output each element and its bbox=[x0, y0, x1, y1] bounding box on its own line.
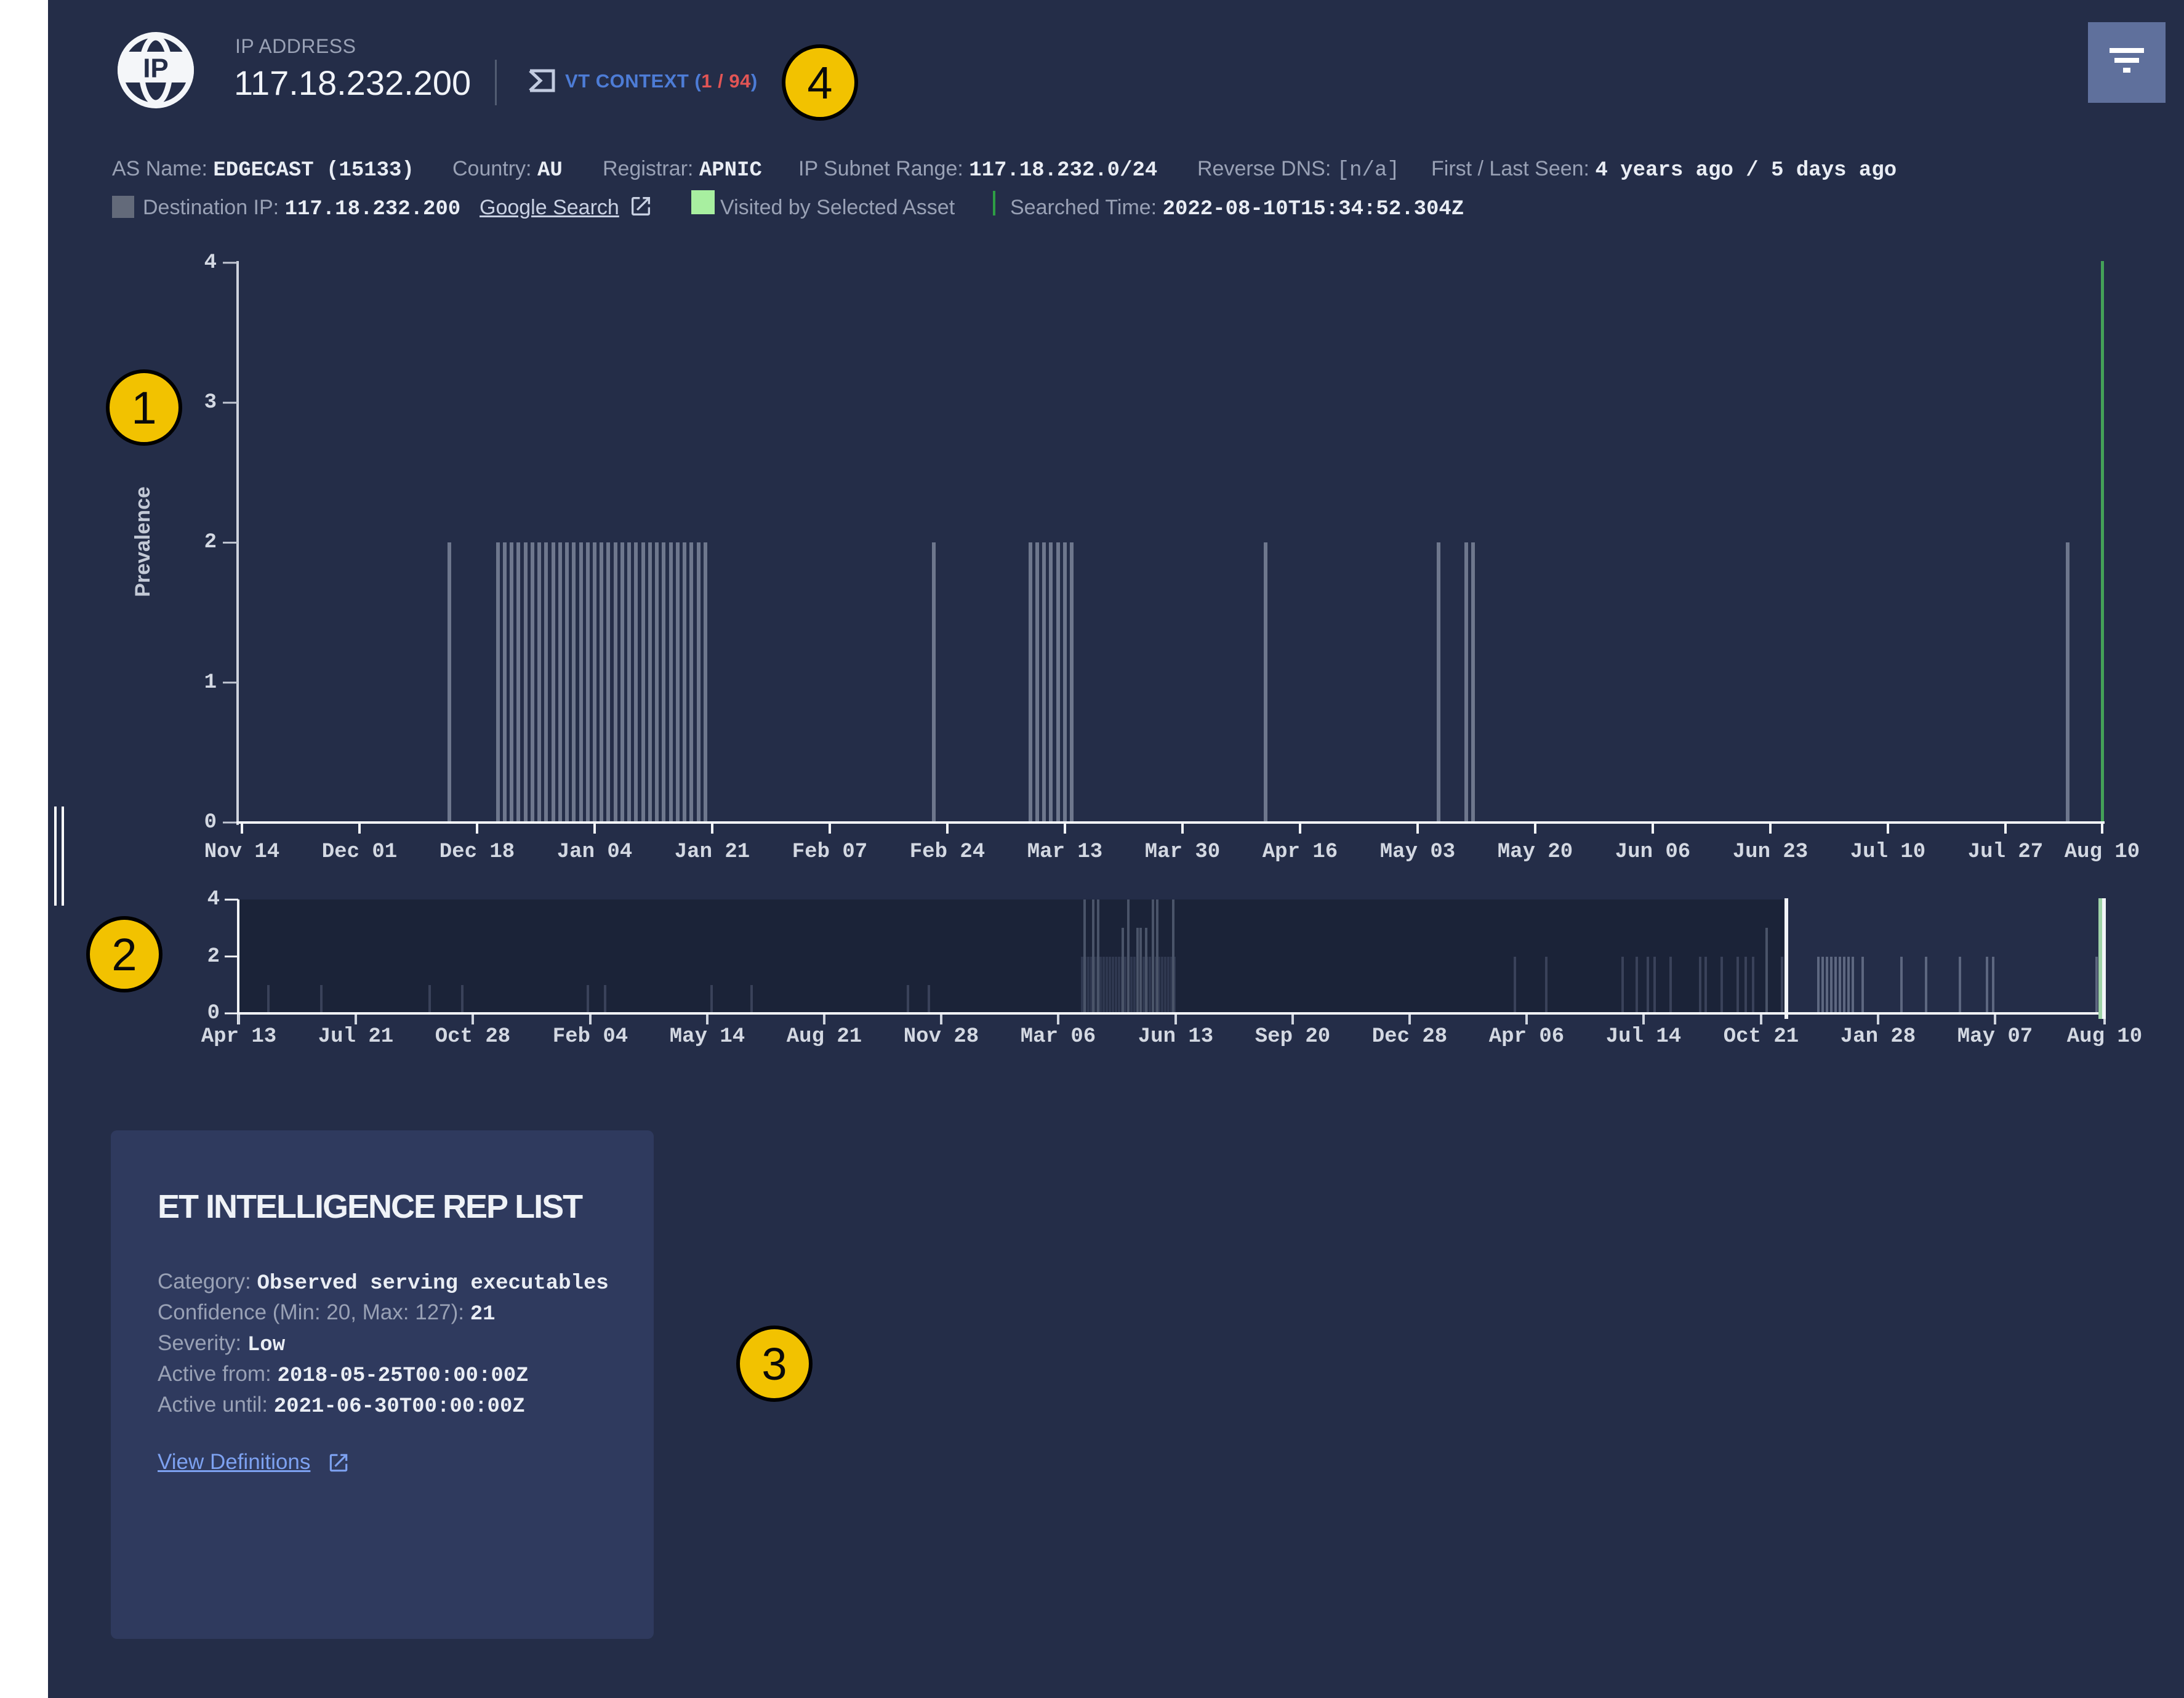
svg-text:Jul 27: Jul 27 bbox=[1968, 840, 2043, 864]
svg-text:Dec 18: Dec 18 bbox=[440, 840, 515, 864]
svg-text:Apr 13: Apr 13 bbox=[201, 1025, 276, 1048]
svg-text:1: 1 bbox=[204, 671, 217, 694]
svg-text:May 03: May 03 bbox=[1380, 840, 1455, 864]
svg-text:Jun 06: Jun 06 bbox=[1615, 840, 1690, 864]
svg-text:0: 0 bbox=[204, 811, 217, 834]
svg-text:Aug 10: Aug 10 bbox=[2065, 840, 2140, 864]
svg-text:Feb 04: Feb 04 bbox=[553, 1025, 628, 1048]
svg-text:Oct 28: Oct 28 bbox=[435, 1025, 510, 1048]
svg-text:Jun 13: Jun 13 bbox=[1138, 1025, 1213, 1048]
svg-text:0: 0 bbox=[207, 1002, 220, 1025]
svg-text:Aug 21: Aug 21 bbox=[787, 1025, 862, 1048]
svg-text:Mar 13: Mar 13 bbox=[1027, 840, 1102, 864]
svg-text:Nov 28: Nov 28 bbox=[904, 1025, 979, 1048]
svg-text:Jul 21: Jul 21 bbox=[318, 1025, 393, 1048]
svg-text:Oct 21: Oct 21 bbox=[1724, 1025, 1799, 1048]
svg-text:4: 4 bbox=[207, 888, 220, 911]
svg-text:IP: IP bbox=[143, 54, 169, 84]
svg-text:Jan 04: Jan 04 bbox=[557, 840, 632, 864]
svg-text:Feb 24: Feb 24 bbox=[910, 840, 985, 864]
svg-text:2: 2 bbox=[207, 945, 220, 968]
svg-text:Jul 10: Jul 10 bbox=[1850, 840, 1925, 864]
svg-text:Jan 28: Jan 28 bbox=[1841, 1025, 1916, 1048]
svg-text:May 14: May 14 bbox=[670, 1025, 745, 1048]
svg-text:Jun 23: Jun 23 bbox=[1733, 840, 1808, 864]
svg-text:Prevalence: Prevalence bbox=[131, 486, 155, 597]
svg-text:2: 2 bbox=[204, 531, 217, 554]
svg-text:Apr 06: Apr 06 bbox=[1489, 1025, 1564, 1048]
svg-text:Sep 20: Sep 20 bbox=[1255, 1025, 1330, 1048]
svg-text:May 20: May 20 bbox=[1498, 840, 1573, 864]
svg-text:Aug 10: Aug 10 bbox=[2067, 1025, 2142, 1048]
svg-text:Nov 14: Nov 14 bbox=[204, 840, 279, 864]
svg-text:Jan 21: Jan 21 bbox=[675, 840, 750, 864]
svg-text:4: 4 bbox=[204, 251, 217, 275]
svg-text:Jul 14: Jul 14 bbox=[1606, 1025, 1681, 1048]
svg-text:Dec 28: Dec 28 bbox=[1372, 1025, 1447, 1048]
svg-text:May 07: May 07 bbox=[1957, 1025, 2033, 1048]
svg-text:3: 3 bbox=[204, 391, 217, 414]
svg-text:Apr 16: Apr 16 bbox=[1263, 840, 1338, 864]
svg-text:Dec 01: Dec 01 bbox=[322, 840, 397, 864]
svg-text:Mar 06: Mar 06 bbox=[1021, 1025, 1096, 1048]
svg-text:Mar 30: Mar 30 bbox=[1145, 840, 1220, 864]
svg-text:Feb 07: Feb 07 bbox=[792, 840, 867, 864]
